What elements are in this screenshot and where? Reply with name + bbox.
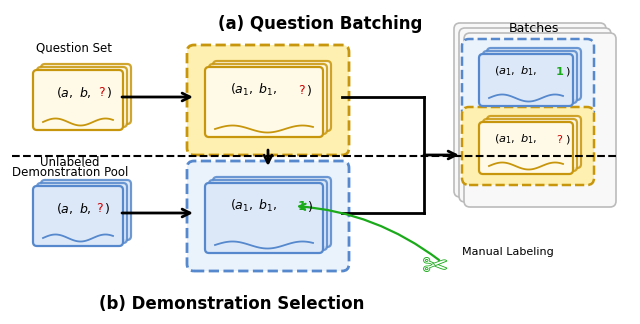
FancyBboxPatch shape (483, 51, 577, 103)
FancyBboxPatch shape (205, 183, 323, 253)
Text: $?$: $?$ (96, 202, 104, 214)
Text: $(a,\ b,$: $(a,\ b,$ (56, 85, 92, 99)
FancyBboxPatch shape (462, 39, 594, 117)
Text: $?$: $?$ (98, 86, 106, 98)
Text: $(a_1,\ b_1,$: $(a_1,\ b_1,$ (494, 64, 538, 78)
Text: Demonstration Pool: Demonstration Pool (12, 167, 128, 179)
Text: (a) Question Batching: (a) Question Batching (218, 15, 422, 33)
FancyBboxPatch shape (209, 64, 327, 134)
FancyBboxPatch shape (37, 67, 127, 127)
Text: ✄: ✄ (422, 253, 448, 283)
FancyBboxPatch shape (483, 119, 577, 171)
Text: $(a_1,\ b_1,$: $(a_1,\ b_1,$ (494, 132, 538, 146)
Text: $(a_1,\ b_1,$: $(a_1,\ b_1,$ (230, 82, 278, 98)
Text: $)$: $)$ (307, 199, 313, 214)
Text: $(a,\ b,$: $(a,\ b,$ (56, 201, 92, 215)
FancyBboxPatch shape (187, 161, 349, 271)
FancyBboxPatch shape (479, 122, 573, 174)
FancyBboxPatch shape (462, 107, 594, 185)
FancyBboxPatch shape (487, 116, 581, 168)
Text: $)$: $)$ (565, 64, 571, 77)
Text: Manual Labeling: Manual Labeling (462, 247, 554, 257)
Text: (b) Demonstration Selection: (b) Demonstration Selection (99, 295, 365, 313)
FancyBboxPatch shape (487, 48, 581, 100)
FancyBboxPatch shape (187, 45, 349, 155)
FancyBboxPatch shape (464, 33, 616, 207)
FancyBboxPatch shape (41, 64, 131, 124)
Text: $(a_1,\ b_1,$: $(a_1,\ b_1,$ (230, 198, 278, 214)
Text: $?$: $?$ (298, 84, 306, 97)
FancyBboxPatch shape (33, 186, 123, 246)
Text: $\mathbf{1}$: $\mathbf{1}$ (297, 200, 307, 213)
FancyBboxPatch shape (209, 180, 327, 250)
FancyBboxPatch shape (459, 28, 611, 202)
FancyBboxPatch shape (33, 70, 123, 130)
Text: $\mathbf{1}$: $\mathbf{1}$ (556, 65, 564, 77)
FancyBboxPatch shape (213, 61, 331, 131)
Text: Batches: Batches (509, 21, 559, 34)
FancyBboxPatch shape (454, 23, 606, 197)
FancyBboxPatch shape (205, 67, 323, 137)
Text: $)$: $)$ (104, 201, 110, 215)
FancyBboxPatch shape (213, 177, 331, 247)
FancyBboxPatch shape (479, 54, 573, 106)
Text: $)$: $)$ (306, 83, 312, 98)
Text: $)$: $)$ (106, 85, 112, 99)
Text: $?$: $?$ (556, 133, 564, 145)
Text: Unlabeled: Unlabeled (40, 156, 100, 168)
FancyBboxPatch shape (41, 180, 131, 240)
Text: Question Set: Question Set (36, 41, 112, 54)
Text: $)$: $)$ (565, 133, 571, 145)
FancyBboxPatch shape (37, 183, 127, 243)
